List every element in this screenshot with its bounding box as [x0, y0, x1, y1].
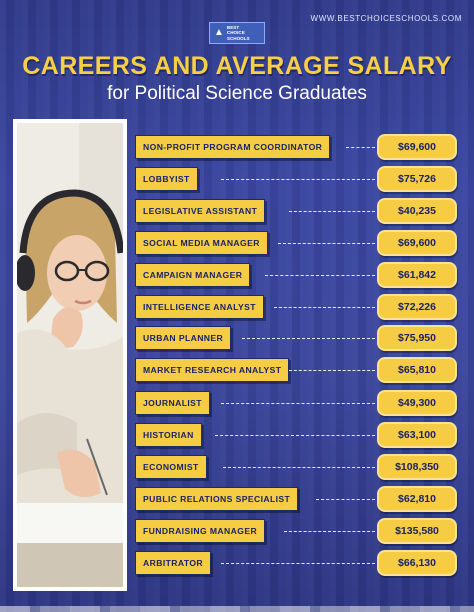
dashed-connector: [274, 307, 375, 308]
dashed-connector: [221, 563, 375, 564]
salary-badge: $62,810: [377, 486, 457, 512]
dashed-connector: [346, 147, 375, 148]
career-label: CAMPAIGN MANAGER: [135, 263, 251, 287]
career-row: HISTORIAN $63,100: [135, 422, 457, 448]
salary-badge: $40,235: [377, 198, 457, 224]
salary-badge: $135,580: [377, 518, 457, 544]
career-label: HISTORIAN: [135, 423, 202, 447]
graduation-cap-icon: ▲: [214, 27, 224, 38]
dashed-connector: [289, 211, 375, 212]
student-photo: [13, 119, 127, 591]
dashed-connector: [242, 338, 375, 339]
career-row: LEGISLATIVE ASSISTANT $40,235: [135, 198, 457, 224]
career-label: PUBLIC RELATIONS SPECIALIST: [135, 487, 299, 511]
career-row: NON-PROFIT PROGRAM COORDINATOR $69,600: [135, 134, 457, 160]
career-row: CAMPAIGN MANAGER $61,842: [135, 262, 457, 288]
salary-badge: $65,810: [377, 357, 457, 383]
career-row: SOCIAL MEDIA MANAGER $69,600: [135, 230, 457, 256]
bottom-border: [0, 606, 474, 612]
salary-badge: $63,100: [377, 422, 457, 448]
dashed-connector: [316, 499, 375, 500]
dashed-connector: [278, 243, 375, 244]
brand-logo: ▲ BEST CHOICE SCHOOLS: [209, 22, 265, 44]
dashed-connector: [265, 275, 375, 276]
dashed-connector: [289, 370, 375, 371]
career-label: ECONOMIST: [135, 455, 207, 479]
career-label: ARBITRATOR: [135, 551, 212, 575]
salary-badge: $69,600: [377, 230, 457, 256]
salary-badge: $69,600: [377, 134, 457, 160]
career-label: INTELLIGENCE ANALYST: [135, 295, 264, 319]
salary-badge: $75,726: [377, 166, 457, 192]
career-label: JOURNALIST: [135, 391, 210, 415]
career-row: LOBBYIST $75,726: [135, 166, 457, 192]
salary-badge: $75,950: [377, 325, 457, 351]
salary-badge: $72,226: [377, 294, 457, 320]
salary-badge: $108,350: [377, 454, 457, 480]
career-row: JOURNALIST $49,300: [135, 390, 457, 416]
dashed-connector: [221, 179, 375, 180]
career-label: LEGISLATIVE ASSISTANT: [135, 199, 266, 223]
page-title: CAREERS AND AVERAGE SALARY: [22, 52, 452, 80]
page-subtitle: for Political Science Graduates: [107, 83, 367, 104]
dashed-connector: [223, 467, 375, 468]
salary-badge: $66,130: [377, 550, 457, 576]
career-label: LOBBYIST: [135, 167, 198, 191]
career-label: SOCIAL MEDIA MANAGER: [135, 231, 268, 255]
career-row: ECONOMIST $108,350: [135, 454, 457, 480]
career-label: FUNDRAISING MANAGER: [135, 519, 266, 543]
career-row: PUBLIC RELATIONS SPECIALIST $62,810: [135, 486, 457, 512]
salary-badge: $61,842: [377, 262, 457, 288]
dashed-connector: [215, 435, 375, 436]
career-label: URBAN PLANNER: [135, 326, 232, 350]
career-row: FUNDRAISING MANAGER $135,580: [135, 518, 457, 544]
career-row: ARBITRATOR $66,130: [135, 550, 457, 576]
salary-badge: $49,300: [377, 390, 457, 416]
logo-text: BEST CHOICE SCHOOLS: [226, 25, 250, 41]
career-label: MARKET RESEARCH ANALYST: [135, 358, 290, 382]
career-label: NON-PROFIT PROGRAM COORDINATOR: [135, 135, 331, 159]
career-row: URBAN PLANNER $75,950: [135, 325, 457, 351]
dashed-connector: [284, 531, 375, 532]
dashed-connector: [221, 403, 375, 404]
career-row: MARKET RESEARCH ANALYST $65,810: [135, 357, 457, 383]
career-row: INTELLIGENCE ANALYST $72,226: [135, 294, 457, 320]
website-url: WWW.BESTCHOICESCHOOLS.COM: [310, 14, 462, 23]
